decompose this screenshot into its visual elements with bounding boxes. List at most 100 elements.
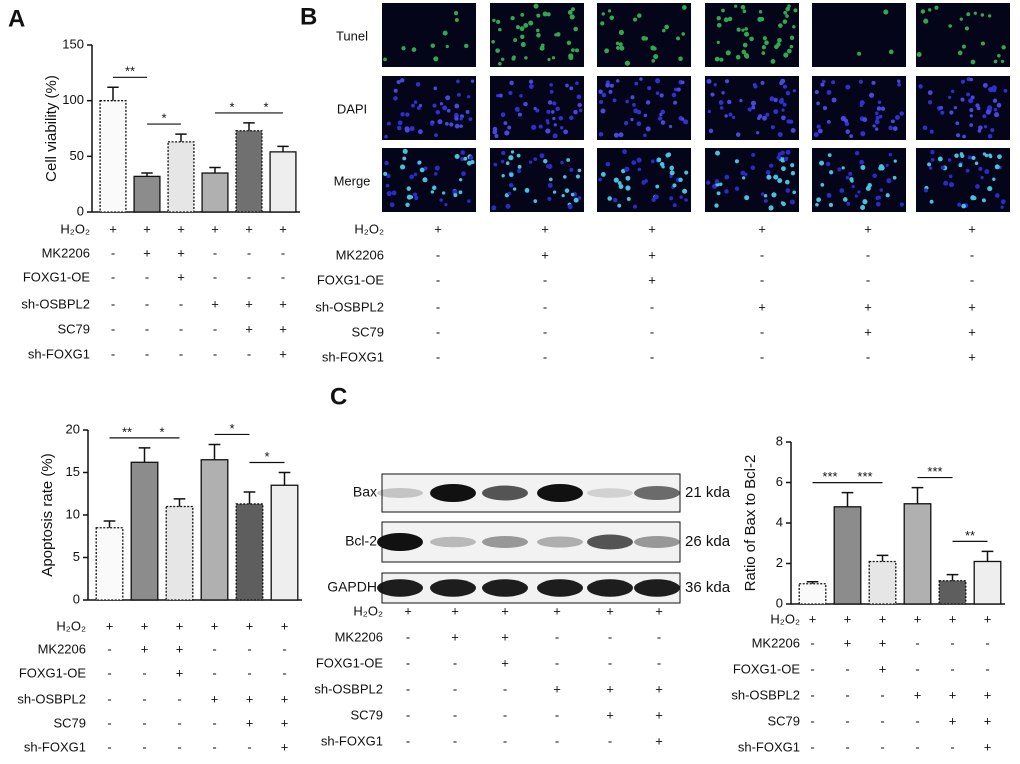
cell [568,53,574,59]
cell [964,26,970,31]
cell [840,116,846,122]
cell [653,54,659,60]
cell [773,109,779,115]
cell [671,92,677,98]
treatment-mark: - [950,635,954,650]
band [537,579,583,597]
treatment-mark: + [968,299,976,314]
cell [880,106,886,111]
treatment-mark: - [213,321,217,336]
treatment-mark: - [247,269,251,284]
cell [617,181,622,185]
cell [566,158,571,162]
cell [494,133,499,139]
cell [573,109,578,115]
treatment-mark: + [879,661,887,676]
cell [883,9,889,15]
cell [404,127,410,133]
treatment-mark: - [107,691,111,706]
treatment-mark: - [142,739,146,754]
cell [956,133,961,138]
cell [402,156,407,161]
cell [878,166,883,171]
cell [937,156,943,162]
micrograph [382,3,476,67]
cell [961,44,966,49]
cell [396,80,401,85]
cell [978,125,983,131]
cell [495,48,500,53]
cell [405,202,410,207]
cell [669,170,675,176]
cell [885,193,890,198]
cell [860,205,866,211]
cell [783,10,788,15]
cell [790,171,796,176]
cell [639,77,643,81]
bar [133,175,161,213]
treatment-mark: + [914,611,922,626]
cell [659,93,664,98]
treatment-mark: + [864,221,872,236]
panel-label: A [8,5,25,32]
treatment-mark: + [758,299,766,314]
micrograph [916,76,1010,140]
band [430,536,476,548]
cell [827,153,832,158]
cell [630,95,635,100]
cell [673,100,678,105]
cell [563,175,567,179]
treatment-mark: - [111,296,115,311]
treatment-mark: - [436,272,440,287]
cell [820,183,825,187]
treatment-mark: + [984,611,992,626]
cell [713,83,717,87]
cell [384,160,389,166]
treatment-mark: - [657,629,661,644]
cell [577,168,582,173]
cell [721,91,725,95]
cell [845,175,850,180]
cell [500,112,506,118]
treatment-mark: - [503,733,507,748]
cell [716,15,721,21]
treatment-mark: + [501,629,509,644]
treatment-mark: - [810,635,814,650]
cell [625,175,631,181]
cell [879,188,884,192]
cell [948,95,952,99]
bar [200,459,229,601]
treatment-mark: + [177,245,185,260]
cell [966,12,971,17]
bar [798,583,827,605]
cell [766,174,772,180]
treatment-mark: - [608,733,612,748]
error-bar [103,520,116,528]
cell [679,195,683,199]
cell [618,42,623,47]
treatment-mark: + [984,713,992,728]
treatment-mark: - [436,324,440,339]
cell [826,119,831,124]
treatment-label: SC79 [767,713,800,728]
treatment-label: FOXG1-OE [316,655,384,670]
cell [826,89,832,95]
cell [507,191,512,196]
cell [988,87,994,93]
cell [612,197,618,203]
cell [727,16,733,22]
significance-label: * [161,111,166,126]
treatment-mark: + [141,618,149,633]
treatment-label: SC79 [57,321,90,336]
cell [495,19,501,25]
cell [971,155,976,161]
cell [770,125,775,130]
cell [777,178,783,184]
cell [520,42,526,48]
cell [505,203,511,209]
cell [770,59,776,64]
cell [724,174,730,180]
cell [650,45,656,51]
cell [508,90,513,96]
cell [520,34,525,40]
